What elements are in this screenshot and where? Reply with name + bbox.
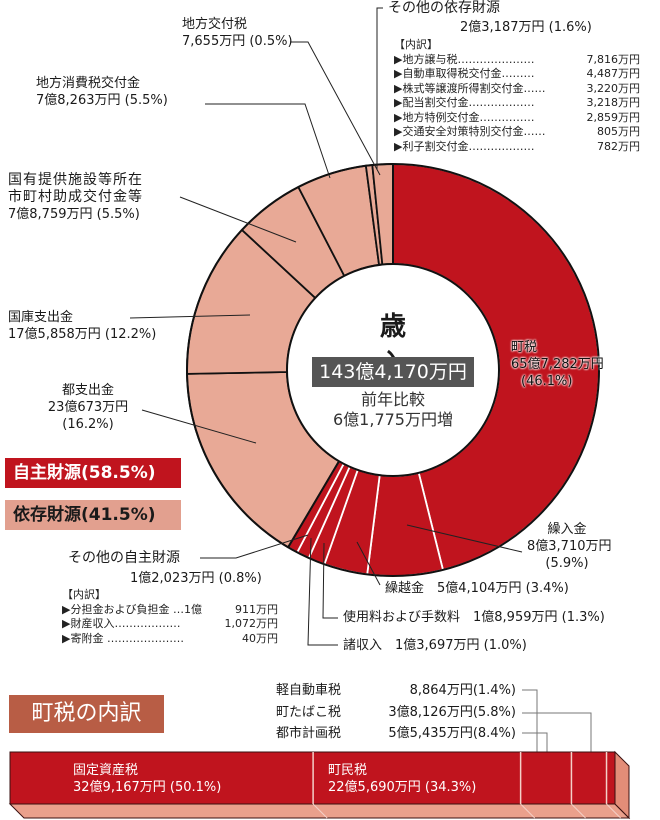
tax-section-title: 町税の内訳 <box>9 695 164 733</box>
item-name: ▶配当割交付金……………… <box>394 96 535 109</box>
comparison-label: 前年比較 <box>360 390 425 409</box>
label-name: 固定資産税 <box>73 763 139 778</box>
item-amount: 2,859万円 <box>586 110 641 124</box>
item-amount: 805万円 <box>597 125 640 138</box>
label-amount: 7億8,263万円 (5.5%) <box>36 93 168 108</box>
label-name: 繰入金 <box>547 522 587 537</box>
legend-jishu-zaigen: 自主財源(58.5%) <box>5 458 181 488</box>
item-name: ▶交通安全対策特別交付金…… <box>394 125 546 138</box>
label-percent: (46.1%) <box>521 374 573 389</box>
legend-izon-zaigen: 依存財源(41.5%) <box>5 500 181 530</box>
label-name: 町民税 <box>328 763 368 778</box>
label-kokko: 国庫支出金 17億5,858万円 (12.2%) <box>8 309 156 343</box>
item-name: ▶財産収入……………… <box>62 617 181 630</box>
item-name: ▶株式等譲渡所得割交付金…… <box>394 81 546 95</box>
item-amount: 1,072万円 <box>224 617 279 630</box>
label-amount: 3億8,126万円(5.8%) <box>388 705 516 720</box>
label-amount: 22億5,690万円 (34.3%) <box>328 780 477 795</box>
year-over-year-comparison: 前年比較 6億1,775万円増 <box>300 390 486 430</box>
sonota-jishu-breakdown: 【内訳】 ▶分担金および負担金 …1億 911万円 ▶財産収入……………… 1,07… <box>62 588 278 646</box>
label-name: 都支出金 <box>61 383 114 398</box>
label-name: 地方消費税交付金 <box>36 76 141 91</box>
item-amount: 911万円 <box>235 602 278 616</box>
label-sonota-izon: その他の依存財源 <box>388 0 500 16</box>
item-name: ▶地方特例交付金…………… <box>394 110 535 124</box>
label-name: 軽自動車税 <box>276 683 342 698</box>
breakdown-row: ▶地方譲与税………………… 7,816万円 <box>394 53 640 68</box>
breakdown-title: 【内訳】 <box>62 588 106 601</box>
breakdown-row: ▶地方特例交付金…………… 2,859万円 <box>394 111 640 126</box>
label-koufuzei: 地方交付税 7,655万円 (0.5%) <box>182 16 293 50</box>
tax-breakdown-bar <box>8 750 631 820</box>
label-sonota-izon-amount: 2億3,187万円 (1.6%) <box>460 20 592 35</box>
label-tabako: 町たばこ税 3億8,126万円(5.8%) <box>276 704 516 721</box>
label-amount: 8,864万円(1.4%) <box>409 683 516 698</box>
comparison-value: 6億1,775万円増 <box>333 410 453 429</box>
item-amount: 40万円 <box>242 631 278 645</box>
item-amount: 3,218万円 <box>586 96 641 109</box>
item-name: ▶寄附金 ………………… <box>62 631 184 645</box>
item-amount: 782万円 <box>597 139 640 153</box>
label-amount: 8億3,710万円 <box>527 539 612 554</box>
total-revenue: 143億4,170万円 <box>312 357 474 387</box>
bar-label-chouminzei: 町民税 22億5,690万円 (34.3%) <box>328 762 476 796</box>
item-amount: 7,816万円 <box>586 52 641 66</box>
breakdown-row: ▶配当割交付金……………… 3,218万円 <box>394 96 640 111</box>
revenue-donut <box>186 163 600 577</box>
item-name: ▶利子割交付金……………… <box>394 139 535 153</box>
label-sonota-jishu: その他の自主財源 <box>68 550 180 566</box>
label-amount: 7億8,759万円 (5.5%) <box>8 207 140 222</box>
label-kurikoshi: 繰越金 5億4,104万円 (3.4%) <box>385 581 569 596</box>
label-toshikeikaku: 都市計画税 5億5,435万円(8.4%) <box>276 725 516 742</box>
item-name: ▶自動車取得税交付金……… <box>394 67 535 80</box>
leader-lines <box>129 7 592 752</box>
label-amount: 23億673万円 <box>47 400 129 415</box>
breakdown-row: ▶株式等譲渡所得割交付金…… 3,220万円 <box>394 82 640 97</box>
label-shoshuunyuu: 諸収入 1億3,697万円 (1.0%) <box>343 638 527 653</box>
breakdown-title: 【内訳】 <box>394 38 438 51</box>
label-percent: (5.9%) <box>545 556 589 571</box>
breakdown-row: ▶寄附金 ………………… 40万円 <box>62 632 278 647</box>
breakdown-row: ▶財産収入……………… 1,072万円 <box>62 617 278 632</box>
label-amount: 32億9,167万円 (50.1%) <box>73 780 222 795</box>
label-name-line1: 国有提供施設等所在 <box>8 172 143 188</box>
item-amount: 4,487万円 <box>586 67 641 80</box>
breakdown-row: ▶分担金および負担金 …1億 911万円 <box>62 603 278 618</box>
label-name: 地方交付税 <box>182 17 248 32</box>
label-sonota-jishu-amount: 1億2,023万円 (0.8%) <box>130 571 262 586</box>
label-amount: 5億5,435万円(8.4%) <box>388 726 516 741</box>
label-amount: 65億7,282万円 <box>511 357 604 372</box>
label-shiyouryou: 使用料および手数料 1億8,959万円 (1.3%) <box>343 610 605 625</box>
breakdown-row: ▶利子割交付金……………… 782万円 <box>394 140 640 155</box>
label-amount: 7,655万円 (0.5%) <box>182 34 293 49</box>
breakdown-row: ▶交通安全対策特別交付金…… 805万円 <box>394 125 640 140</box>
label-kokuyuu: 国有提供施設等所在 市町村助成交付金等 7億8,759万円 (5.5%) <box>8 172 143 223</box>
item-amount: 3,220万円 <box>586 81 641 95</box>
label-name: 国庫支出金 <box>8 310 74 325</box>
label-name-line2: 市町村助成交付金等 <box>8 189 143 205</box>
label-amount: 17億5,858万円 (12.2%) <box>8 327 157 342</box>
label-name: 町税 <box>511 340 538 355</box>
label-chouzei: 町税 65億7,282万円 (46.1%) <box>511 339 604 390</box>
label-kuriire: 繰入金 8億3,710万円 (5.9%) <box>527 521 612 572</box>
label-name: 都市計画税 <box>276 726 342 741</box>
label-keijidousha: 軽自動車税 8,864万円(1.4%) <box>276 682 516 699</box>
item-name: ▶分担金および負担金 …1億 <box>62 602 202 616</box>
label-name: 町たばこ税 <box>276 705 342 720</box>
item-name: ▶地方譲与税………………… <box>394 52 535 66</box>
label-toshishutsu: 都支出金 23億673万円 (16.2%) <box>40 382 136 433</box>
sonota-izon-breakdown: 【内訳】 ▶地方譲与税………………… 7,816万円 ▶自動車取得税交付金……… 4… <box>394 38 640 154</box>
bar-label-kotei: 固定資産税 32億9,167万円 (50.1%) <box>73 762 221 796</box>
breakdown-row: ▶自動車取得税交付金……… 4,487万円 <box>394 67 640 82</box>
label-shouhizei: 地方消費税交付金 7億8,263万円 (5.5%) <box>36 75 168 109</box>
label-percent: (16.2%) <box>62 417 114 432</box>
